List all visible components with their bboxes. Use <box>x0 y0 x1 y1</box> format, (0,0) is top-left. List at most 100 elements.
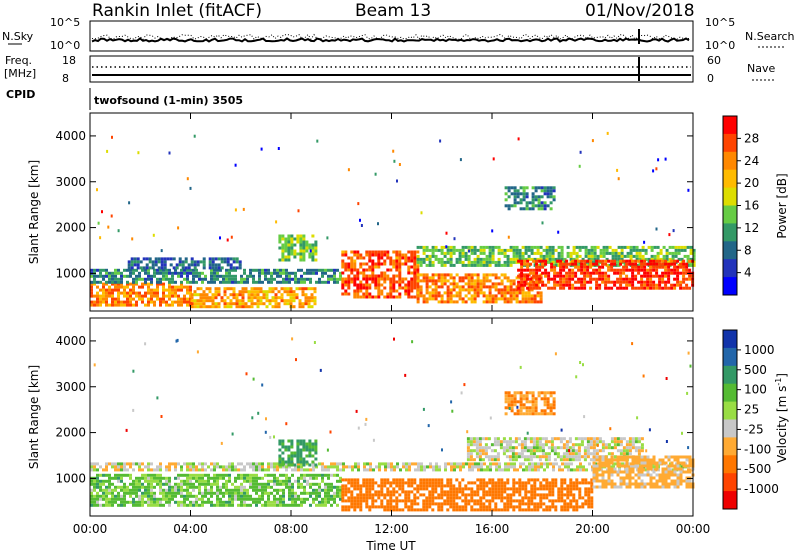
power-cell <box>559 260 562 263</box>
velocity-cell <box>536 446 539 449</box>
power-ytick-label: 2000 <box>55 221 86 235</box>
power-cell <box>102 298 105 301</box>
power-cell <box>386 254 389 257</box>
power-cell <box>324 281 327 284</box>
velocity-cell <box>599 440 602 443</box>
power-cell <box>553 269 556 272</box>
power-cell <box>239 260 242 263</box>
velocity-cell <box>156 501 159 504</box>
velocity-cell <box>590 458 593 461</box>
power-cell <box>141 278 144 281</box>
power-cell <box>447 252 450 255</box>
velocity-cell <box>273 477 276 480</box>
power-cell <box>350 260 353 263</box>
power-cell <box>225 269 228 272</box>
velocity-cell <box>575 458 578 461</box>
power-cell <box>257 296 260 299</box>
velocity-cell <box>462 462 465 465</box>
power-cell <box>287 259 290 262</box>
velocity-cell <box>386 478 389 481</box>
power-cell <box>383 281 386 284</box>
velocity-cell <box>518 490 521 493</box>
power-cell <box>568 272 571 275</box>
power-cell <box>206 296 209 299</box>
power-cell <box>377 296 380 299</box>
velocity-cell <box>465 462 468 465</box>
velocity-cell <box>111 492 114 495</box>
velocity-cell <box>599 486 602 489</box>
velocity-cell <box>461 505 464 508</box>
velocity-cell <box>123 465 126 468</box>
velocity-cell <box>210 501 213 504</box>
power-cell <box>302 241 305 244</box>
power-cell <box>607 269 610 272</box>
power-cell <box>513 279 516 282</box>
power-cell <box>383 260 386 263</box>
power-cell <box>302 290 305 293</box>
velocity-cell <box>533 505 536 508</box>
power-cell <box>471 246 474 249</box>
velocity-cell <box>557 455 560 458</box>
power-cell <box>194 263 197 266</box>
power-cell <box>522 252 525 255</box>
velocity-cell <box>509 499 512 502</box>
power-cell <box>297 278 300 281</box>
power-cell <box>291 278 294 281</box>
power-cell <box>664 272 667 275</box>
velocity-cell <box>638 449 641 452</box>
power-cell <box>483 246 486 249</box>
velocity-cell <box>512 487 515 490</box>
velocity-cell <box>318 489 321 492</box>
velocity-cell <box>150 492 153 495</box>
power-cell <box>450 261 453 264</box>
velocity-cell <box>183 498 186 501</box>
power-cell <box>398 272 401 275</box>
power-cell <box>510 291 513 294</box>
power-cell <box>123 286 126 289</box>
velocity-cell <box>495 462 498 465</box>
power-cell <box>453 282 456 285</box>
velocity-cell <box>482 449 485 452</box>
power-cell <box>171 286 174 289</box>
power-cell <box>624 255 627 258</box>
velocity-cell <box>584 493 587 496</box>
power-cell <box>486 258 489 261</box>
velocity-cell <box>389 499 392 502</box>
power-cell <box>275 293 278 296</box>
power-cell <box>108 292 111 295</box>
velocity-cell <box>324 474 327 477</box>
power-cell <box>516 297 519 300</box>
velocity-cell <box>141 498 144 501</box>
power-cell <box>152 263 155 266</box>
power-cell <box>684 249 687 252</box>
power-cell <box>191 293 194 296</box>
power-cell <box>435 246 438 249</box>
velocity-cell <box>246 498 249 501</box>
power-cell <box>147 286 150 289</box>
velocity-cell <box>545 481 548 484</box>
power-cell <box>435 279 438 282</box>
power-cell <box>630 249 633 252</box>
velocity-cell <box>278 461 281 464</box>
velocity-cell <box>270 462 273 465</box>
velocity-cell <box>114 474 117 477</box>
velocity-cell <box>189 492 192 495</box>
power-cell <box>155 263 158 266</box>
velocity-cell <box>102 489 105 492</box>
power-cell <box>170 257 173 260</box>
power-cell <box>230 257 233 260</box>
velocity-cell <box>180 489 183 492</box>
velocity-cell <box>503 502 506 505</box>
velocity-cell <box>174 486 177 489</box>
power-cell <box>477 258 480 261</box>
power-cell <box>264 278 267 281</box>
power-cell <box>404 287 407 290</box>
velocity-cell <box>315 495 318 498</box>
velocity-cell <box>545 487 548 490</box>
velocity-cell <box>362 493 365 496</box>
power-cell <box>240 275 243 278</box>
power-cell <box>281 250 284 253</box>
power-cell <box>432 249 435 252</box>
velocity-cell <box>626 465 629 468</box>
power-cell <box>99 275 102 278</box>
